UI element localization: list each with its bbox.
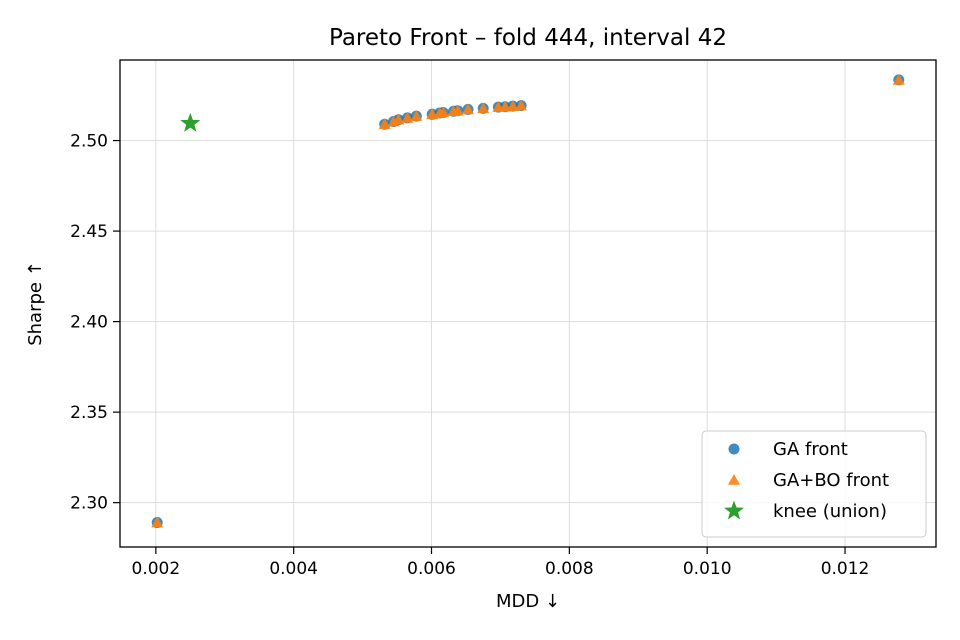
- legend-label: GA+BO front: [773, 470, 889, 491]
- data-points: [151, 73, 905, 529]
- series-3: [180, 112, 201, 132]
- triangle-point: [392, 113, 405, 125]
- x-tick-label: 0.010: [683, 559, 732, 579]
- y-axis-label: Sharpe ↑: [25, 261, 46, 346]
- triangle-point: [451, 104, 464, 116]
- triangle-point: [892, 73, 905, 85]
- triangle-point: [462, 103, 475, 115]
- star-point: [180, 112, 201, 132]
- triangle-point: [515, 99, 528, 111]
- legend-box: [701, 430, 927, 538]
- legend-marker-circle: [728, 443, 740, 455]
- y-tick-label: 2.40: [70, 313, 108, 333]
- y-tick-label: 2.35: [70, 403, 108, 423]
- y-tick-label: 2.30: [70, 494, 108, 514]
- legend-label: GA front: [773, 439, 848, 460]
- legend: GA front GA+BO front knee (union): [701, 430, 927, 538]
- plot-frame: [119, 59, 937, 548]
- triangle-point: [477, 102, 490, 114]
- x-tick-label: 0.008: [545, 559, 594, 579]
- y-tick-label: 2.45: [70, 222, 108, 242]
- x-axis: 0.002 0.004 0.006 0.008 0.010 0.012: [132, 547, 870, 579]
- x-tick-label: 0.002: [132, 559, 181, 579]
- x-axis-label: MDD ↓: [496, 591, 560, 612]
- series-2: [151, 73, 905, 528]
- grid-lines: [120, 60, 936, 547]
- x-tick-label: 0.004: [269, 559, 318, 579]
- legend-marker-star: [724, 500, 744, 520]
- x-tick-label: 0.012: [821, 559, 870, 579]
- triangle-point: [410, 110, 423, 121]
- chart-title: Pareto Front – fold 444, interval 42: [329, 25, 727, 51]
- legend-label: knee (union): [773, 501, 887, 522]
- y-axis: 2.30 2.35 2.40 2.45 2.50: [70, 132, 120, 514]
- triangle-point: [151, 516, 164, 528]
- x-tick-label: 0.006: [407, 559, 456, 579]
- triangle-point: [506, 100, 519, 111]
- triangle-point: [401, 111, 414, 123]
- triangle-point: [378, 118, 391, 130]
- legend-marker-triangle: [728, 474, 740, 485]
- y-tick-label: 2.50: [70, 132, 108, 152]
- triangle-point: [437, 106, 450, 118]
